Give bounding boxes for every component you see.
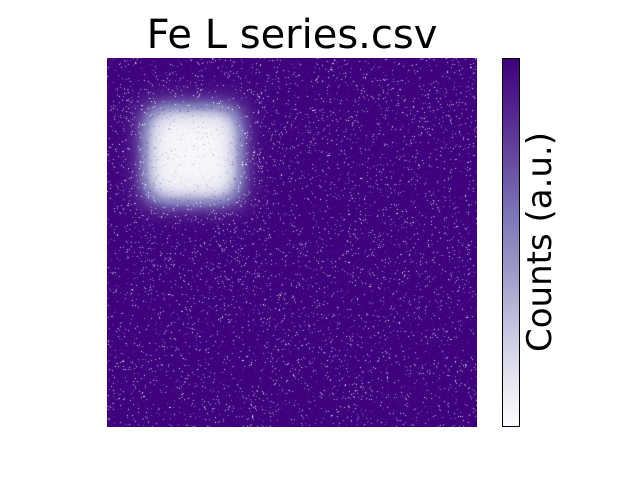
colorbar-label: Counts (a.u.) <box>520 131 560 353</box>
colorbar <box>502 58 520 427</box>
heatmap-image <box>107 58 477 427</box>
chart-title: Fe L series.csv <box>146 12 438 58</box>
